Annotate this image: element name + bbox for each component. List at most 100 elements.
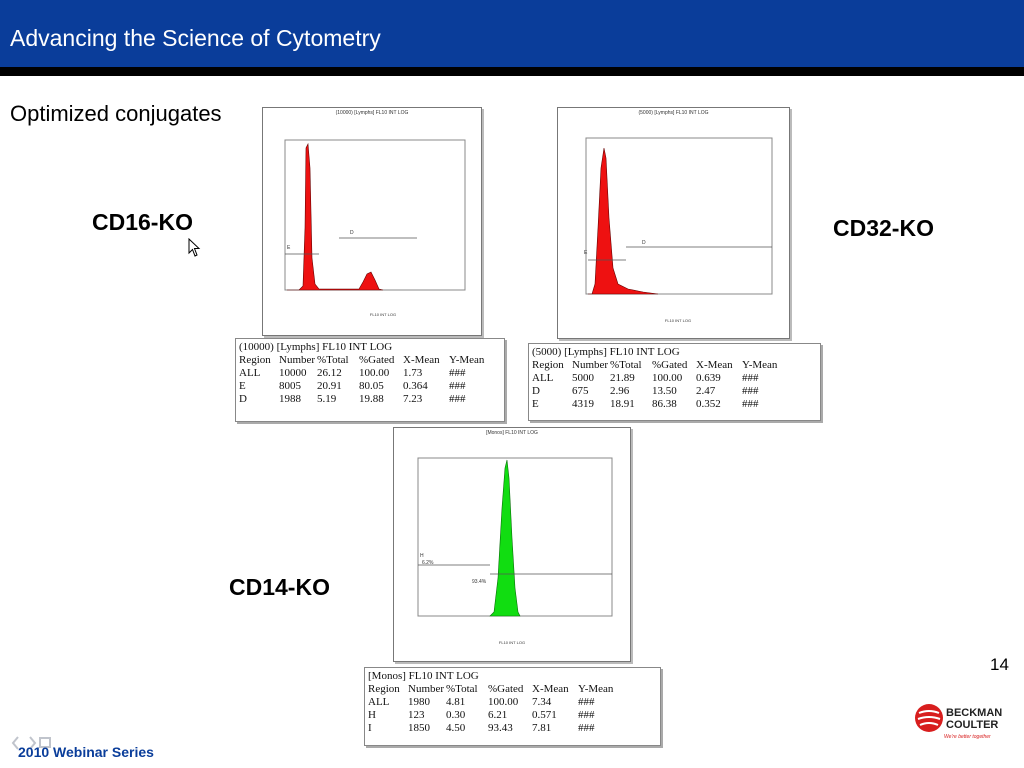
stats-cell: 100.00 (488, 696, 519, 708)
cd32-histogram-plot: E D FL10 INT LOG (584, 137, 773, 323)
stats-header-cell: Y-Mean (742, 359, 778, 371)
logo-line1: BECKMAN (946, 707, 1002, 719)
stats-cell: ### (742, 398, 759, 410)
stats-header-cell: X-Mean (696, 359, 733, 371)
stats-header-cell: %Gated (488, 683, 524, 695)
stats-cell: ### (449, 367, 466, 379)
cd16-histogram-plot: E D FL10 INT LOG (284, 139, 466, 317)
histogram-title: (10000) [Lymphs] FL10 INT LOG (335, 110, 409, 116)
mouse-cursor-icon (188, 238, 201, 257)
stats-cell: 19.88 (359, 393, 384, 405)
stats-row: ALL 10000 26.12 100.00 1.73 ### (239, 367, 489, 380)
stats-header-cell: Region (239, 354, 271, 366)
stats-cell: 26.12 (317, 367, 342, 379)
stats-cell: ### (742, 385, 759, 397)
logo-line2: COULTER (946, 719, 998, 731)
stats-header-row: Region Number %Total %Gated X-Mean Y-Mean (532, 359, 782, 372)
stats-row: D 675 2.96 13.50 2.47 ### (532, 385, 782, 398)
region-h-label: H (420, 553, 424, 559)
stats-header-cell: %Gated (652, 359, 688, 371)
stats-cell: 675 (572, 385, 589, 397)
stats-cell: 1988 (279, 393, 301, 405)
cd16-histogram: (10000) [Lymphs] FL10 INT LOG E D FL10 I… (262, 107, 482, 336)
logo-mark-icon: BECKMAN COULTER We're better together (915, 704, 1002, 740)
stats-cell: 0.571 (532, 709, 557, 721)
stats-cell: 2.47 (696, 385, 716, 397)
stats-grid: Region Number %Total %Gated X-Mean Y-Mean ALL 1… (368, 683, 618, 735)
stats-cell: 7.23 (403, 393, 423, 405)
stats-grid: Region Number %Total %Gated X-Mean Y-Mean ALL 5… (532, 359, 782, 411)
stats-header-cell: %Total (446, 683, 478, 695)
stats-header-cell: X-Mean (532, 683, 569, 695)
cd16-histogram-fill (287, 142, 384, 291)
cd14-label: CD14-KO (229, 574, 330, 600)
stats-cell: ### (449, 393, 466, 405)
region-d-label: D (642, 240, 646, 246)
stats-cell: 93.43 (488, 722, 513, 734)
stats-header-cell: %Total (317, 354, 349, 366)
cd14-histogram-fill (489, 459, 521, 617)
plot-frame (585, 137, 773, 295)
gate-i-percent: 93.4% (472, 579, 487, 585)
stats-cell: 100.00 (359, 367, 390, 379)
stats-row: H 123 0.30 6.21 0.571 ### (368, 709, 618, 722)
stats-cell: 6.21 (488, 709, 508, 721)
stats-cell: 86.38 (652, 398, 677, 410)
slide-title: Advancing the Science of Cytometry (10, 25, 381, 51)
next-slide-icon (29, 736, 37, 750)
histogram-title: (5000) [Lymphs] FL10 INT LOG (638, 110, 709, 116)
stats-cell: ALL (368, 696, 390, 708)
stats-cell: 10000 (279, 367, 307, 379)
x-axis-label: FL10 INT LOG (665, 318, 691, 323)
stats-cell: 0.30 (446, 709, 466, 721)
stats-header-cell: Region (368, 683, 400, 695)
stats-cell: 5.19 (317, 393, 337, 405)
cd14-stats-table: [Monos] FL10 INT LOG Region Number %Total%… (364, 667, 661, 746)
stats-cell: ALL (532, 372, 554, 384)
stats-cell: 1850 (408, 722, 430, 734)
stats-cell: ALL (239, 367, 261, 379)
stats-grid: Region Number %Total %Gated X-Mean Y-Mean ALL 1… (239, 354, 489, 406)
stats-cell: 18.91 (610, 398, 635, 410)
region-e-label: E (584, 250, 588, 256)
cd32-stats-table: (5000) [Lymphs] FL10 INT LOG Region Numbe… (528, 343, 821, 421)
stats-cell: 4.81 (446, 696, 466, 708)
stats-cell: 4319 (572, 398, 594, 410)
region-e-label: E (287, 245, 291, 251)
stats-header-cell: Y-Mean (449, 354, 485, 366)
cd32-histogram-fill (588, 147, 659, 295)
stats-cell: 123 (408, 709, 425, 721)
slide-nav-controls[interactable] (10, 733, 130, 753)
stats-header-cell: %Gated (359, 354, 395, 366)
cd32-label: CD32-KO (833, 215, 934, 241)
stats-cell: E (532, 398, 539, 410)
cd14-histogram: [Monos] FL10 INT LOG H 6.2% 93.4% FL10 I… (393, 427, 631, 662)
stats-cell: H (368, 709, 376, 721)
stats-cell: 20.91 (317, 380, 342, 392)
stats-cell: 1980 (408, 696, 430, 708)
stats-header-cell: X-Mean (403, 354, 440, 366)
stats-cell: 2.96 (610, 385, 630, 397)
stats-cell: 8005 (279, 380, 301, 392)
stats-cell: 7.81 (532, 722, 552, 734)
stats-cell: 0.352 (696, 398, 721, 410)
footer-series: 2010 Webinar Series (18, 744, 154, 760)
stats-cell: 0.364 (403, 380, 428, 392)
stats-row: I 1850 4.50 93.43 7.81 ### (368, 722, 618, 735)
stats-cell: ### (742, 372, 759, 384)
stats-header-cell: Region (532, 359, 564, 371)
cd16-label: CD16-KO (92, 209, 193, 235)
stats-title: (5000) [Lymphs] FL10 INT LOG (532, 346, 680, 358)
stats-header-cell: Number (572, 359, 609, 371)
histogram-title: [Monos] FL10 INT LOG (486, 430, 538, 436)
stats-header-cell: Y-Mean (578, 683, 614, 695)
stats-header-row: Region Number %Total %Gated X-Mean Y-Mean (368, 683, 618, 696)
beckman-coulter-logo: BECKMAN COULTER We're better together (912, 700, 1012, 752)
stats-cell: 1.73 (403, 367, 423, 379)
stats-cell: ### (449, 380, 466, 392)
stats-cell: 7.34 (532, 696, 552, 708)
cd16-stats-table: (10000) [Lymphs] FL10 INT LOG Region Numb… (235, 338, 505, 422)
stats-cell: 0.639 (696, 372, 721, 384)
stats-header-cell: %Total (610, 359, 642, 371)
stats-header-cell: Number (279, 354, 316, 366)
